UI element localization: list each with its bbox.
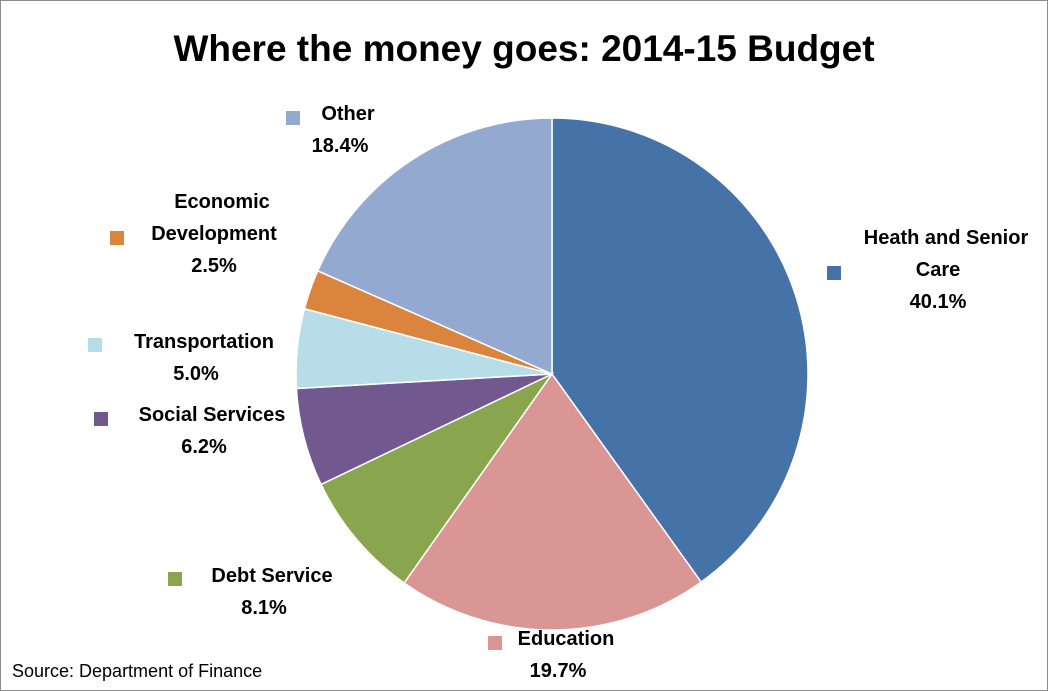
legend-marker-heath-and-senior-care	[827, 266, 841, 280]
chart-title: Where the money goes: 2014-15 Budget	[173, 28, 875, 69]
legend-marker-other	[286, 111, 300, 125]
legend-marker-transportation	[88, 338, 102, 352]
pie-slices	[295, 117, 809, 631]
pie-slice-debt-service	[320, 372, 555, 585]
source-note: Source: Department of Finance	[12, 661, 263, 681]
slice-value-other: 18.4%	[312, 135, 369, 157]
slice-value-education: 19.7%	[530, 660, 587, 682]
slice-label-education: Education	[518, 628, 615, 650]
slice-label-debt-service: Debt Service	[211, 565, 332, 587]
slice-label-other: Other	[321, 103, 375, 125]
pie-slice-education	[403, 372, 703, 631]
legend-marker-debt-service	[168, 572, 182, 586]
pie-slice-other	[316, 117, 553, 376]
slice-label-social-services: Social Services	[139, 404, 286, 426]
slice-label-heath-and-senior-care: Heath and Senior	[864, 227, 1029, 249]
slice-value-economic-development: 2.5%	[191, 255, 237, 277]
slice-label-transportation: Transportation	[134, 331, 274, 353]
legend-marker-education	[488, 636, 502, 650]
slice-value-debt-service: 8.1%	[241, 597, 287, 619]
slice-label-economic-development: Economic	[174, 191, 270, 213]
legend-marker-social-services	[94, 412, 108, 426]
pie-slice-heath-and-senior-care	[551, 117, 809, 584]
slice-value-heath-and-senior-care: 40.1%	[910, 291, 967, 313]
legend-marker-economic-development	[110, 231, 124, 245]
pie-labels: Heath and Senior Care 40.1% Education 19.7% D…	[88, 103, 1028, 682]
slice-label-economic-development: Development	[151, 223, 277, 245]
slice-value-social-services: 6.2%	[181, 436, 227, 458]
slice-value-transportation: 5.0%	[173, 363, 219, 385]
slice-label-heath-and-senior-care: Care	[916, 259, 960, 281]
